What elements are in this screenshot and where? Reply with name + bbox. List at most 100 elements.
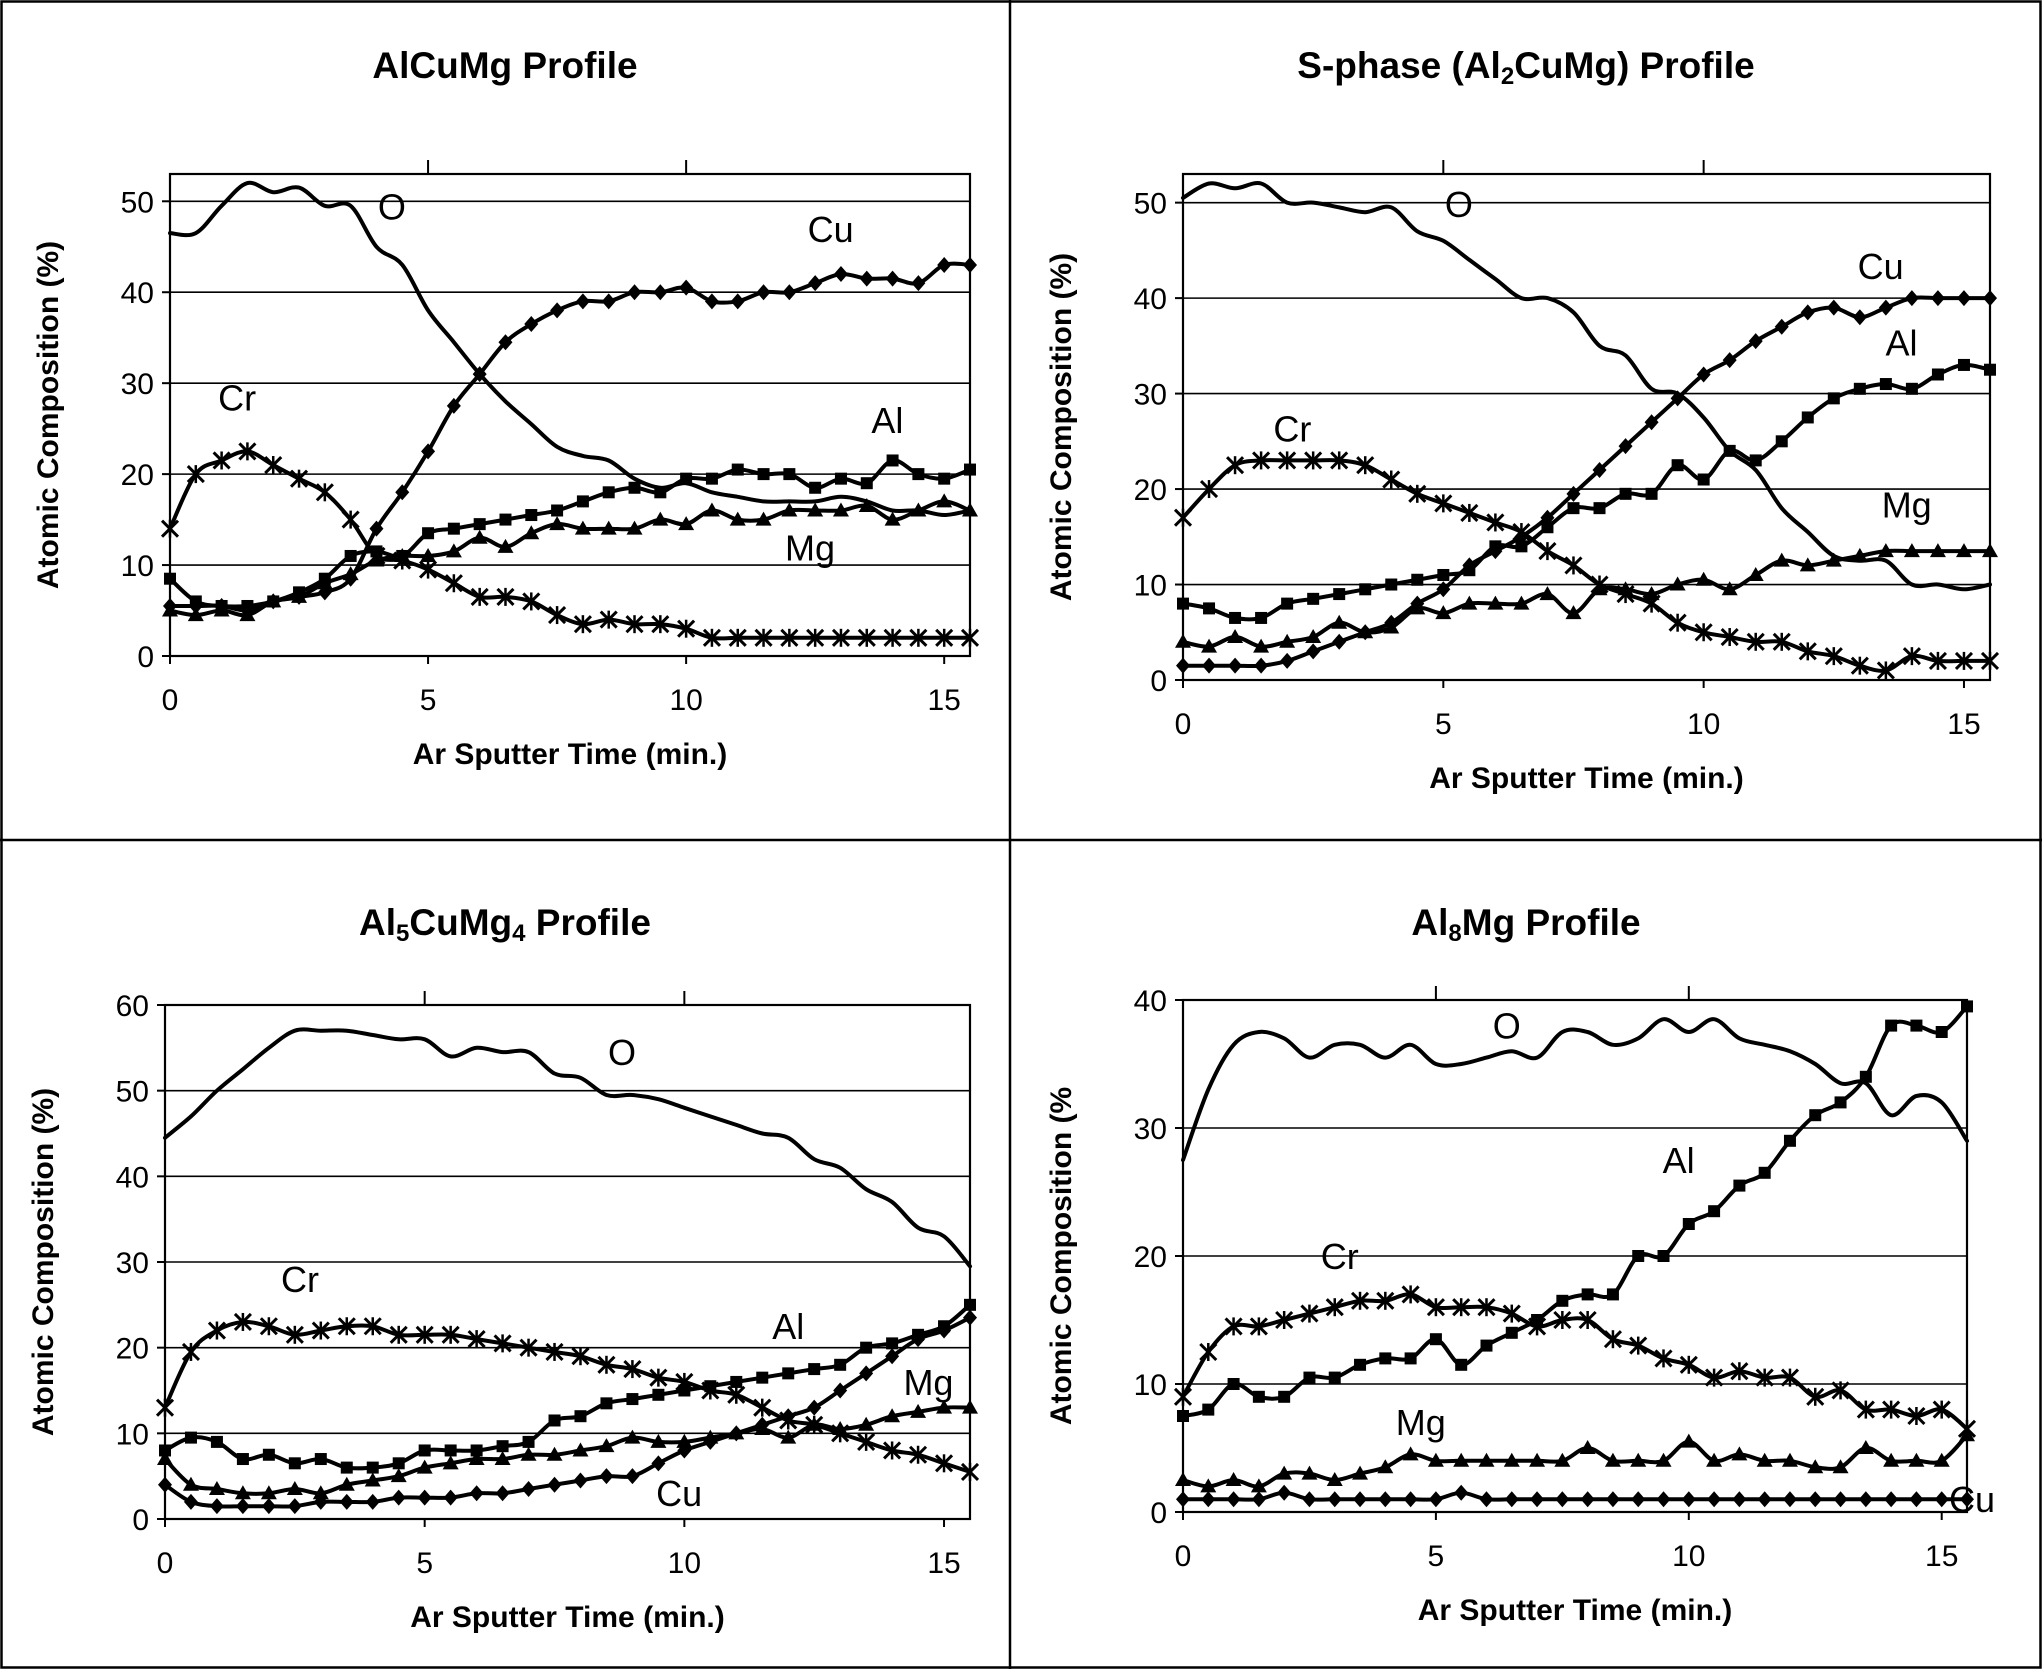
title-text: S-phase (Al bbox=[1297, 45, 1501, 86]
data-point bbox=[1858, 1491, 1873, 1508]
data-point bbox=[525, 509, 538, 522]
data-point bbox=[1670, 390, 1685, 407]
y-tick-label: 30 bbox=[1134, 379, 1167, 412]
data-point bbox=[1730, 1362, 1749, 1381]
data-point bbox=[1721, 581, 1738, 596]
data-point bbox=[1250, 1478, 1267, 1493]
data-point bbox=[1503, 1452, 1520, 1467]
data-point bbox=[1877, 543, 1894, 558]
data-point bbox=[1176, 1491, 1190, 1508]
data-point bbox=[495, 1485, 510, 1502]
y-tick-label: 60 bbox=[116, 990, 149, 1023]
data-point bbox=[1382, 470, 1401, 489]
series-label-al: Al bbox=[772, 1306, 804, 1347]
data-point bbox=[499, 513, 512, 526]
y-tick-label: 10 bbox=[121, 550, 154, 583]
data-point bbox=[264, 455, 283, 475]
data-point bbox=[1331, 614, 1348, 629]
data-point bbox=[1408, 484, 1427, 503]
data-point bbox=[1224, 1317, 1243, 1336]
data-point bbox=[1657, 1250, 1670, 1262]
data-point bbox=[679, 279, 694, 296]
data-point bbox=[1696, 366, 1711, 383]
data-point bbox=[1982, 543, 1998, 558]
data-point bbox=[1554, 1452, 1571, 1467]
data-point bbox=[1773, 552, 1790, 567]
data-point bbox=[1643, 586, 1660, 601]
series-label-cu: Cu bbox=[808, 209, 854, 250]
data-point bbox=[625, 615, 644, 634]
data-point bbox=[1226, 456, 1245, 475]
x-tick-label: 10 bbox=[1687, 708, 1720, 741]
data-point bbox=[597, 1355, 616, 1374]
data-point bbox=[934, 1454, 954, 1473]
series-cr bbox=[1173, 451, 2000, 680]
data-point bbox=[857, 628, 876, 647]
data-point bbox=[885, 1348, 900, 1365]
data-point bbox=[368, 552, 385, 567]
data-point bbox=[859, 270, 874, 287]
data-point bbox=[858, 497, 875, 512]
data-point bbox=[1961, 1000, 1973, 1013]
data-point bbox=[651, 1455, 666, 1472]
data-point bbox=[1409, 600, 1426, 615]
data-point bbox=[1402, 1446, 1419, 1461]
data-point bbox=[1173, 1387, 1193, 1406]
data-point bbox=[1655, 1452, 1672, 1467]
data-point bbox=[1478, 1452, 1495, 1467]
data-point bbox=[936, 1399, 953, 1414]
data-point bbox=[650, 1433, 667, 1448]
data-point bbox=[1800, 304, 1815, 321]
data-point bbox=[831, 628, 851, 647]
data-point bbox=[1669, 576, 1686, 591]
series-cr bbox=[1173, 1285, 1977, 1438]
data-point bbox=[234, 1485, 251, 1500]
data-point bbox=[834, 472, 847, 485]
data-point bbox=[757, 468, 770, 481]
data-point bbox=[911, 275, 926, 292]
data-point bbox=[1604, 1452, 1621, 1467]
data-point bbox=[600, 520, 617, 535]
data-point bbox=[416, 1459, 433, 1474]
data-point bbox=[312, 1485, 329, 1500]
data-point bbox=[338, 1476, 355, 1491]
data-point bbox=[289, 469, 309, 488]
data-point bbox=[1885, 1019, 1898, 1032]
y-tick-label: 30 bbox=[1134, 1113, 1167, 1146]
data-point bbox=[1385, 578, 1398, 591]
data-point bbox=[1480, 1339, 1493, 1352]
data-point bbox=[1454, 1484, 1469, 1501]
data-point bbox=[415, 1325, 434, 1344]
plot-area bbox=[1181, 172, 1992, 682]
series-label-mg: Mg bbox=[785, 528, 835, 569]
series-line-cr bbox=[1181, 1292, 1969, 1431]
series-o bbox=[1181, 1017, 1969, 1162]
data-point bbox=[285, 1325, 304, 1344]
data-point bbox=[1930, 290, 1945, 307]
data-point bbox=[1720, 627, 1739, 647]
data-point bbox=[1826, 299, 1841, 316]
data-point bbox=[392, 1457, 405, 1470]
data-point bbox=[1827, 392, 1840, 405]
data-point bbox=[834, 1358, 847, 1371]
data-point bbox=[182, 1476, 199, 1491]
data-point bbox=[574, 1410, 587, 1423]
data-point bbox=[1403, 1491, 1418, 1508]
data-point bbox=[1199, 479, 1219, 499]
data-point bbox=[1176, 657, 1190, 674]
data-point bbox=[187, 607, 204, 622]
x-tick-label: 10 bbox=[668, 1547, 701, 1580]
data-point bbox=[886, 1337, 899, 1350]
data-point bbox=[911, 1331, 926, 1348]
data-point bbox=[704, 1380, 717, 1393]
data-point bbox=[1909, 1491, 1924, 1508]
data-point bbox=[705, 472, 718, 485]
data-point bbox=[1333, 588, 1346, 601]
data-point bbox=[369, 520, 384, 537]
data-point bbox=[653, 284, 668, 301]
data-point bbox=[678, 1384, 691, 1397]
data-point bbox=[963, 1309, 977, 1326]
data-point bbox=[1455, 1358, 1468, 1371]
